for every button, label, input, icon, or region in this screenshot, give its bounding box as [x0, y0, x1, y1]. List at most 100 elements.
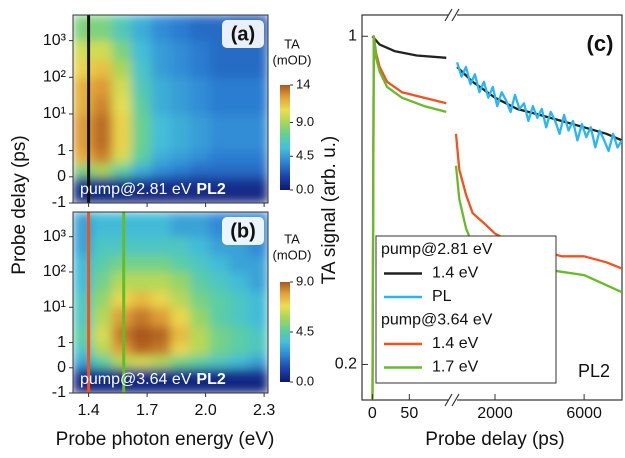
heatmap-cell — [170, 355, 191, 369]
x-tick-label: 2000 — [477, 405, 513, 422]
panel-label-box — [222, 20, 264, 48]
heatmap-cell — [190, 189, 210, 203]
heatmap-cell — [92, 342, 113, 356]
colorbar — [280, 282, 290, 382]
heatmap-cell — [170, 367, 191, 381]
heatmap-cell — [112, 307, 132, 327]
heatmap-cell — [112, 236, 132, 256]
heatmap-cell — [112, 96, 132, 115]
plot-frame — [361, 14, 623, 401]
annotation: pump@3.64 eV PL2 — [80, 371, 226, 388]
heatmap-cell — [112, 59, 132, 78]
colorbar-tick-label: 0.0 — [296, 181, 314, 196]
heatmap-cell — [131, 212, 152, 238]
heatmap-cell — [151, 176, 171, 191]
heatmap-cell — [92, 325, 113, 344]
heatmap-cell — [190, 236, 210, 256]
heatmap-cell — [170, 255, 191, 273]
heatmap-cell — [190, 212, 210, 238]
x-tick-label: 2.3 — [253, 402, 275, 419]
heatmap-cell — [92, 380, 113, 393]
heatmap-cell — [248, 96, 268, 115]
annotation-bold: PL2 — [196, 371, 225, 388]
heatmap-cell — [209, 113, 230, 134]
heatmap-cell — [112, 355, 132, 369]
heatmap-cell — [112, 255, 132, 273]
heatmap-cell — [112, 380, 132, 393]
heatmap-cell — [190, 40, 210, 61]
heatmap-cell — [170, 150, 191, 165]
legend-label: 1.4 eV — [432, 335, 479, 352]
heatmap-cell — [131, 113, 152, 134]
panel-label: (c) — [587, 31, 614, 56]
heatmap-cell — [151, 290, 171, 308]
colorbar — [280, 85, 290, 190]
heatmap-cell — [131, 40, 152, 61]
heatmap-cell — [170, 163, 191, 178]
heatmap-cell — [151, 113, 171, 134]
heatmap-cell — [112, 212, 132, 238]
heatmap-cell — [151, 367, 171, 381]
heatmap-cell — [131, 325, 152, 344]
heatmap-cell — [170, 176, 191, 191]
heatmap-cell — [92, 355, 113, 369]
heatmap-cell — [170, 290, 191, 308]
heatmap-cell — [229, 77, 249, 97]
heatmap-cell — [209, 380, 230, 393]
colorbar-tick-label: 9.0 — [296, 273, 314, 288]
plot-frame — [72, 14, 269, 204]
heatmap-cell — [151, 212, 171, 238]
heatmap-cell — [131, 271, 152, 291]
heatmap-cell — [92, 40, 113, 61]
legend-group-title: pump@2.81 eV — [381, 241, 493, 258]
heatmap-cell — [151, 150, 171, 165]
heatmap-cell — [112, 133, 132, 152]
heatmap-cell — [131, 307, 152, 327]
heatmap-cell — [92, 176, 113, 191]
heatmap-cell — [190, 271, 210, 291]
heatmap-cell — [209, 163, 230, 178]
heatmap-cell — [112, 113, 132, 134]
legend-label: 1.7 eV — [432, 359, 479, 376]
heatmap-cell — [209, 367, 230, 381]
heatmap-cell — [190, 380, 210, 393]
x-axis-label: Probe photon energy (eV) — [56, 429, 275, 450]
y-tick-label: 10³ — [43, 228, 67, 245]
heatmap-cell — [209, 325, 230, 344]
heatmap-cell — [248, 189, 268, 203]
heatmap-cell — [170, 96, 191, 115]
heatmap-cell — [112, 367, 132, 381]
heatmap-cell — [92, 77, 113, 97]
heatmap-cell — [151, 96, 171, 115]
heatmap-cell — [248, 380, 268, 393]
x-tick-label: 1.7 — [136, 402, 158, 419]
heatmap-cell — [92, 236, 113, 256]
heatmap-cell — [170, 212, 191, 238]
heatmap-cell — [92, 15, 113, 42]
heatmap-cell — [112, 176, 132, 191]
heatmap-cell — [190, 255, 210, 273]
heatmap-cell — [151, 236, 171, 256]
heatmap-cell — [248, 355, 268, 369]
y-axis-label: Probe delay (ps) — [9, 135, 30, 274]
heatmap-cell — [131, 133, 152, 152]
heatmap-cell — [151, 77, 171, 97]
heatmap-cell — [131, 189, 152, 203]
panel-label: (b) — [230, 220, 256, 242]
heatmap-cell — [209, 342, 230, 356]
heatmap-cell — [92, 59, 113, 78]
heatmap-cell — [92, 255, 113, 273]
axis-break-mark — [451, 393, 460, 407]
heatmap-cell — [229, 59, 249, 78]
plot-frame — [72, 211, 269, 394]
heatmap-cell — [190, 113, 210, 134]
heatmap-cell — [190, 307, 210, 327]
heatmap-cell — [92, 271, 113, 291]
heatmap-cell — [92, 367, 113, 381]
heatmap-cell — [248, 290, 268, 308]
heatmap-cell — [229, 271, 249, 291]
heatmap-cell — [170, 59, 191, 78]
panel-label: (a) — [231, 23, 255, 45]
x-tick-label: 50 — [400, 405, 418, 422]
heatmap-cell — [229, 342, 249, 356]
